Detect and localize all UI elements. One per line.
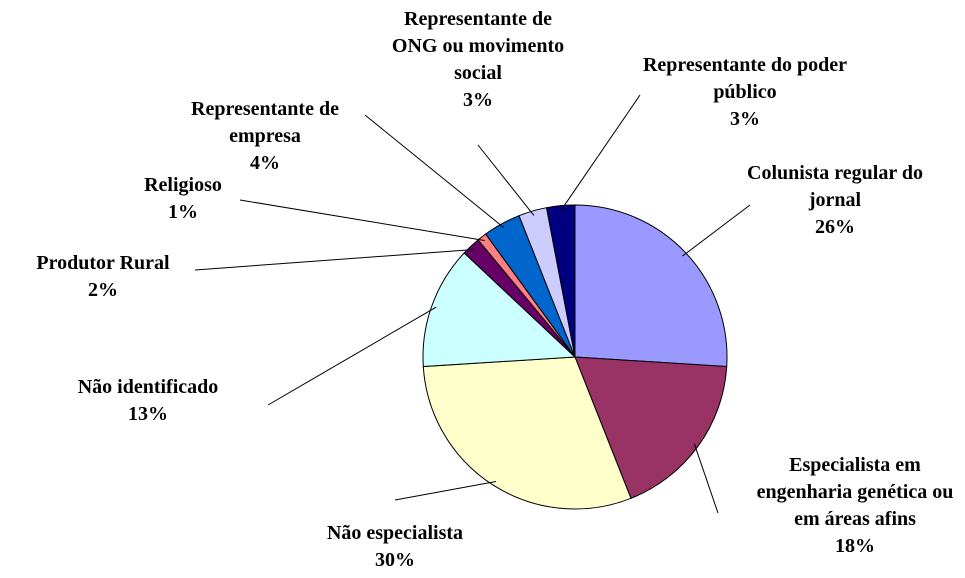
pie-slice — [545, 204, 576, 358]
pie-slice — [422, 252, 577, 368]
category-label: Representante de ONG ou movimento social — [391, 8, 565, 84]
slice-label: Representante de ONG ou movimento social… — [383, 6, 573, 114]
pie-slice — [422, 356, 632, 510]
category-label: Representante do poder público — [642, 54, 848, 103]
category-label: Especialista em engenharia genética ou e… — [756, 454, 954, 530]
slice-label: Representante de empresa 4% — [173, 96, 358, 177]
slice-label: Não identificado 13% — [18, 374, 278, 428]
value-label: 3% — [730, 108, 760, 130]
category-label: Colunista regular do jornal — [747, 162, 923, 211]
value-label: 30% — [375, 549, 415, 571]
value-label: 3% — [463, 89, 493, 111]
leader-line — [364, 114, 505, 229]
leader-line — [477, 144, 535, 216]
slice-label: Religioso 1% — [103, 172, 263, 226]
pie-slice — [574, 204, 728, 368]
slice-label: Produtor Rural 2% — [0, 250, 208, 304]
leader-line — [194, 249, 475, 271]
leader-line — [239, 199, 485, 241]
slice-label: Não especialista 30% — [265, 520, 525, 574]
leader-line — [693, 443, 719, 514]
leader-line — [682, 204, 751, 257]
value-label: 18% — [835, 535, 875, 557]
leader-line — [267, 306, 437, 406]
category-label: Produtor Rural — [36, 252, 170, 274]
pie-slice — [574, 356, 728, 499]
category-label: Religioso — [144, 174, 222, 196]
value-label: 26% — [815, 216, 855, 238]
category-label: Não identificado — [77, 376, 219, 398]
category-label: Representante de empresa — [191, 98, 339, 147]
leader-line — [394, 480, 497, 501]
leader-line — [560, 94, 641, 211]
slice-label: Representante do poder público 3% — [643, 52, 848, 133]
slice-label: Especialista em engenharia genética ou e… — [750, 452, 960, 560]
value-label: 13% — [128, 403, 168, 425]
slice-label: Colunista regular do jornal 26% — [745, 160, 925, 241]
category-label: Não especialista — [326, 522, 464, 544]
value-label: 4% — [250, 152, 280, 174]
value-label: 2% — [88, 279, 118, 301]
value-label: 1% — [168, 201, 198, 223]
